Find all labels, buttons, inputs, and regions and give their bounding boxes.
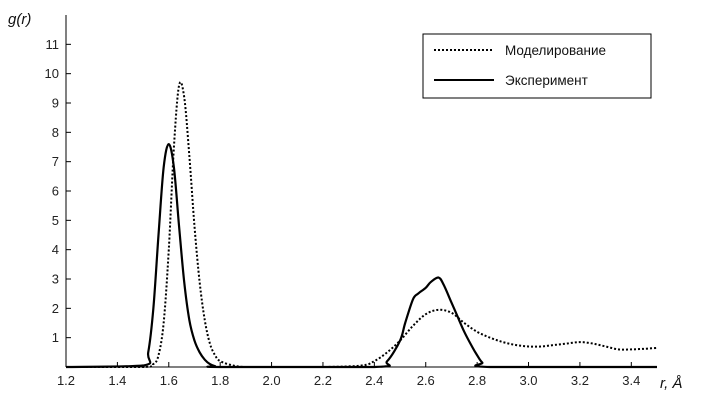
y-tick-label: 4	[52, 242, 59, 257]
legend-label-experiment: Эксперимент	[505, 73, 588, 88]
legend-box	[422, 33, 652, 99]
x-tick-label: 3.2	[571, 373, 589, 388]
y-tick-label: 9	[52, 96, 59, 111]
x-tick-label: 2.8	[468, 373, 486, 388]
y-tick-label: 6	[52, 184, 59, 199]
x-axis-title: r, Å	[660, 375, 683, 392]
legend: Моделирование Эксперимент	[422, 33, 652, 99]
series-line-model	[66, 81, 658, 369]
x-tick-label: 1.6	[160, 373, 178, 388]
x-tick-label: 3.0	[519, 373, 537, 388]
y-tick-label: 7	[52, 154, 59, 169]
y-tick-label: 1	[52, 330, 59, 345]
series-layer	[65, 81, 658, 369]
x-tick-label: 1.8	[211, 373, 229, 388]
ticks: 1.2 1.4 1.6 1.8 2.0 2.2 2.4 2.6 2.8 3.0 3.2 3.4 1 2 3 4…	[45, 37, 641, 388]
y-tick-label: 11	[46, 37, 60, 52]
legend-label-model: Моделирование	[505, 43, 606, 58]
x-tick-label: 1.4	[108, 373, 126, 388]
x-tick-label: 2.0	[263, 373, 281, 388]
y-axis-title: g(r)	[8, 11, 31, 28]
y-tick-label: 8	[52, 125, 59, 140]
series-line-experiment	[65, 142, 657, 369]
x-tick-label: 2.4	[365, 373, 383, 388]
y-tick-label: 2	[52, 301, 59, 316]
x-tick-label: 3.4	[622, 373, 640, 388]
x-tick-label: 2.2	[314, 373, 332, 388]
y-tick-label: 3	[52, 272, 59, 287]
y-tick-label: 5	[52, 213, 59, 228]
x-tick-label: 1.2	[57, 373, 75, 388]
x-tick-label: 2.6	[417, 373, 435, 388]
y-tick-label: 10	[45, 66, 59, 81]
